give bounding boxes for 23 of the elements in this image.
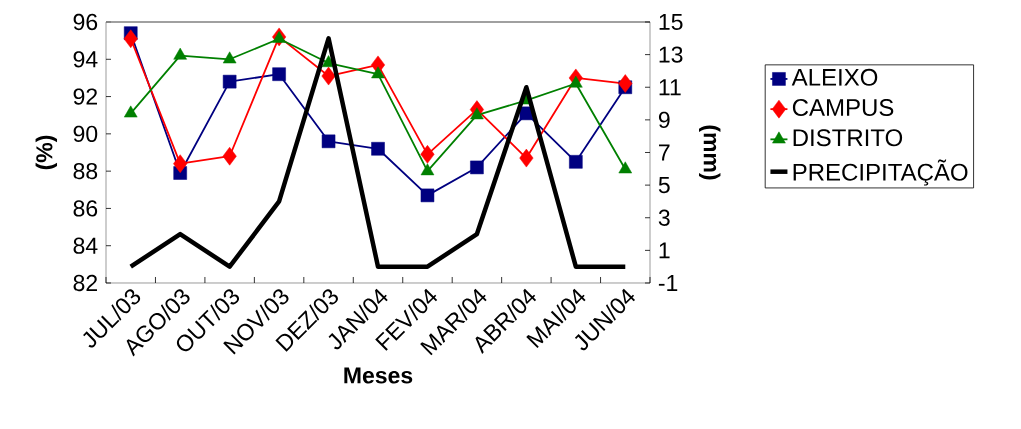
y2-tick-label: 11 bbox=[659, 79, 681, 96]
legend-label: PRECIPITAÇÃO bbox=[793, 159, 968, 186]
y-tick-label: 88 bbox=[73, 163, 98, 180]
y-axis-title: (%) bbox=[35, 135, 58, 170]
y-tick-label: 92 bbox=[73, 88, 97, 105]
legend-label: ALEIXO bbox=[791, 68, 878, 86]
x-axis-title: Meses bbox=[344, 367, 413, 384]
y2-tick-label: 1 bbox=[659, 242, 670, 259]
y2-tick-label: 3 bbox=[658, 209, 670, 226]
y2-tick-label: 7 bbox=[659, 144, 670, 161]
y2-tick-label: 5 bbox=[658, 177, 670, 194]
y2-tick-label: -1 bbox=[658, 275, 678, 291]
y-tick-label: 96 bbox=[73, 13, 98, 31]
y-tick-label: 90 bbox=[73, 125, 98, 142]
y2-tick-label: 13 bbox=[659, 46, 683, 63]
legend-label: DISTRITO bbox=[793, 129, 903, 147]
y2-tick-label: 15 bbox=[659, 13, 683, 31]
legend-label: CAMPUS bbox=[792, 99, 894, 117]
y-tick-label: 94 bbox=[73, 51, 98, 68]
y-tick-label: 84 bbox=[73, 237, 98, 254]
y2-tick-label: 9 bbox=[658, 111, 670, 129]
y2-axis-title: (mm) bbox=[699, 125, 721, 180]
y-tick-label: 86 bbox=[73, 200, 98, 217]
